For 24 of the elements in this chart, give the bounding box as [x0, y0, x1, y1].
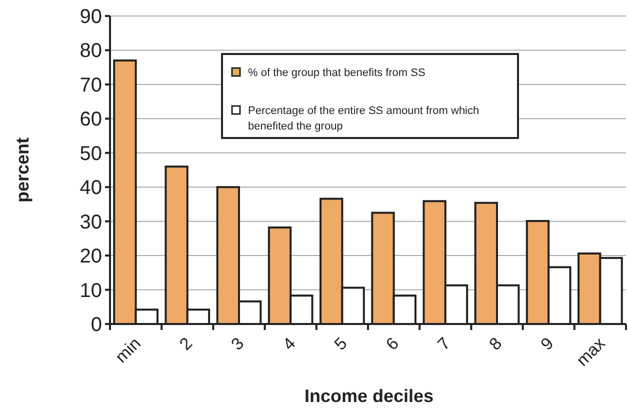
- y-tick-label: 10: [80, 280, 102, 302]
- x-tick-label: 5: [330, 334, 351, 354]
- x-tick-label: 2: [176, 334, 196, 354]
- y-tick-label: 0: [90, 314, 102, 336]
- x-tick-label: 6: [382, 334, 402, 354]
- x-tick-label: 4: [279, 334, 300, 354]
- y-tick-label: 90: [80, 6, 102, 28]
- x-tick-label: 3: [228, 334, 248, 354]
- x-tick-label: max: [572, 333, 610, 370]
- y-tick-label: 70: [80, 74, 102, 96]
- legend-label: % of the group that benefits from SS: [248, 67, 426, 79]
- y-tick-label: 80: [80, 40, 102, 62]
- x-axis-title: Income deciles: [304, 386, 434, 406]
- x-tick-label: min: [112, 334, 144, 367]
- y-tick-label: 30: [80, 211, 102, 234]
- y-axis-title: percent: [12, 137, 32, 203]
- legend-label: Percentage of the entire SS amount from which benefited the group: [248, 105, 480, 132]
- y-tick-label: 40: [80, 177, 102, 200]
- y-tick-label: 50: [80, 142, 102, 165]
- x-tick-label: 8: [486, 334, 506, 354]
- x-tick-label: 9: [537, 334, 558, 354]
- y-tick-label: 60: [80, 108, 102, 131]
- y-tick-label: 20: [80, 246, 102, 268]
- x-tick-label: 7: [434, 334, 454, 354]
